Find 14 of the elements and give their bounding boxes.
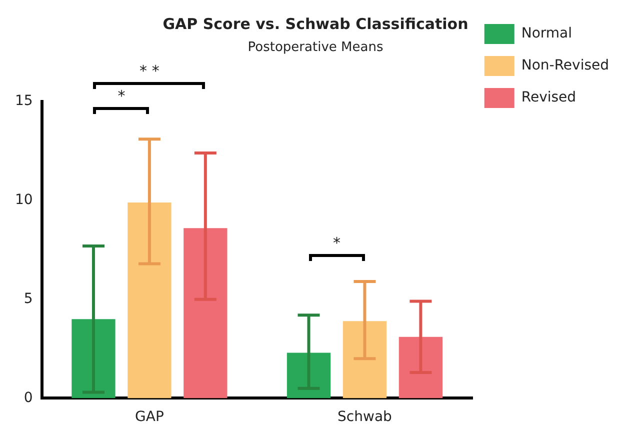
y-tick-label: 0 [24, 390, 33, 406]
legend-label: Revised [521, 90, 576, 106]
text: * * [138, 62, 160, 80]
chart-subtitle: Postoperative Means [248, 40, 384, 56]
legend-label: Normal [521, 26, 572, 42]
y-tick-label: 10 [14, 192, 33, 208]
annotation: * [332, 234, 342, 252]
x-tick-label: GAP [135, 409, 164, 426]
chart-title: GAP Score vs. Schwab Classification [162, 14, 468, 33]
annotation: * [116, 86, 126, 105]
legend-label: Non-Revised [521, 58, 610, 74]
y-tick-label: 15 [14, 93, 33, 110]
x-tick-label: Schwab [338, 409, 392, 426]
y-tick-label: 5 [24, 290, 33, 307]
